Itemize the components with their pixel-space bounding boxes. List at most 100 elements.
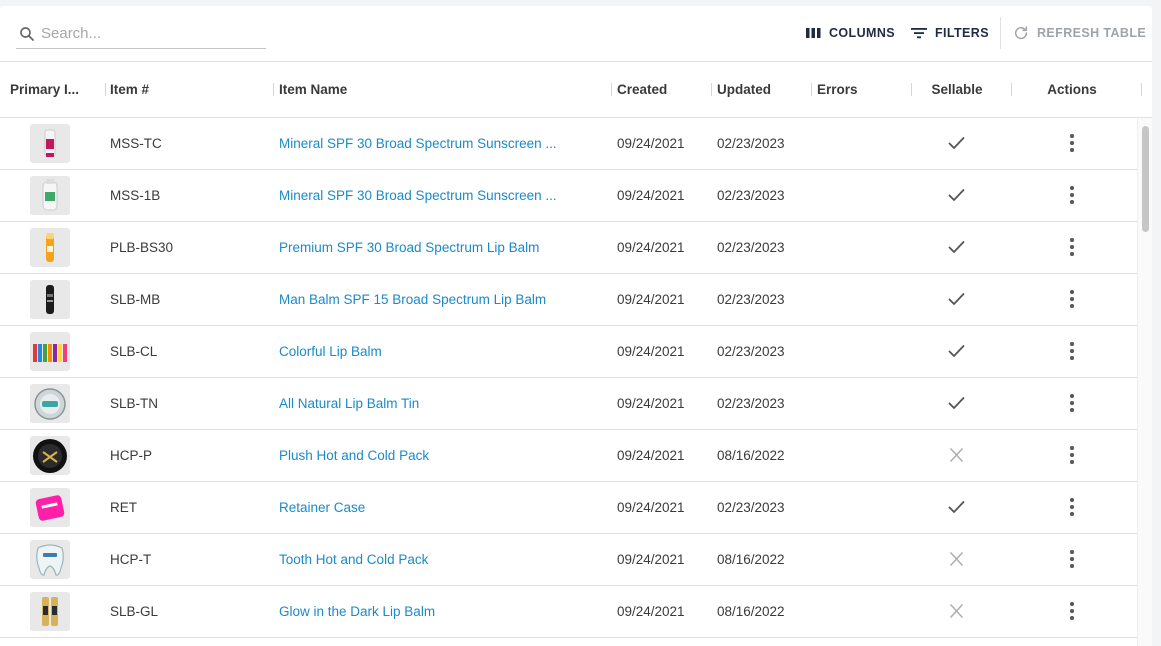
column-header-created[interactable]: Created xyxy=(617,82,668,97)
lipbalm-glow-icon xyxy=(42,597,58,626)
table-row[interactable]: PLB-BS30 Premium SPF 30 Broad Spectrum Li… xyxy=(0,222,1137,274)
product-thumbnail[interactable] xyxy=(30,332,70,371)
more-actions-button[interactable] xyxy=(1062,132,1082,154)
search-field[interactable] xyxy=(16,20,266,49)
more-vert-icon-dot xyxy=(1070,401,1074,405)
column-header-item-number[interactable]: Item # xyxy=(110,82,150,97)
column-header-sellable[interactable]: Sellable xyxy=(931,82,983,97)
product-thumbnail[interactable] xyxy=(30,592,70,631)
table-body: MSS-TC Mineral SPF 30 Broad Spectrum Suns… xyxy=(0,118,1137,638)
product-thumbnail[interactable] xyxy=(30,384,70,423)
table-row[interactable]: MSS-1B Mineral SPF 30 Broad Spectrum Suns… xyxy=(0,170,1137,222)
column-separator[interactable] xyxy=(911,83,912,96)
created-cell: 09/24/2021 xyxy=(617,136,685,151)
more-actions-button[interactable] xyxy=(1062,600,1082,622)
more-actions-button[interactable] xyxy=(1062,392,1082,414)
item-name-link[interactable]: Plush Hot and Cold Pack xyxy=(279,448,430,463)
column-separator[interactable] xyxy=(1141,83,1142,96)
table-row[interactable]: MSS-TC Mineral SPF 30 Broad Spectrum Suns… xyxy=(0,118,1137,170)
check-icon xyxy=(948,501,965,513)
more-actions-button[interactable] xyxy=(1062,288,1082,310)
toolbar-divider xyxy=(1000,17,1001,49)
product-thumbnail[interactable] xyxy=(30,280,70,319)
product-thumbnail[interactable] xyxy=(30,488,70,527)
close-icon xyxy=(950,552,963,566)
column-header-updated[interactable]: Updated xyxy=(717,82,771,97)
more-vert-icon-dot xyxy=(1070,460,1074,464)
item-name-link[interactable]: Man Balm SPF 15 Broad Spectrum Lip Balm xyxy=(279,292,547,307)
column-header-primary-image[interactable]: Primary I... xyxy=(10,82,80,97)
filters-button-label: FILTERS xyxy=(935,26,989,40)
tube-red-icon xyxy=(44,129,56,157)
table-row[interactable]: HCP-T Tooth Hot and Cold Pack 09/24/2021 08… xyxy=(0,534,1137,586)
product-thumbnail[interactable] xyxy=(30,436,70,475)
item-name-link[interactable]: Glow in the Dark Lip Balm xyxy=(279,604,436,619)
item-name-link[interactable]: Mineral SPF 30 Broad Spectrum Sunscreen … xyxy=(279,136,557,151)
item-number-cell: SLB-MB xyxy=(110,292,161,307)
more-actions-button[interactable] xyxy=(1062,340,1082,362)
product-thumbnail[interactable] xyxy=(30,124,70,163)
more-vert-icon-dot xyxy=(1070,453,1074,457)
table-row[interactable]: HCP-P Plush Hot and Cold Pack 09/24/2021 08… xyxy=(0,430,1137,482)
more-actions-button[interactable] xyxy=(1062,184,1082,206)
filters-button[interactable]: FILTERS xyxy=(911,22,989,44)
created-cell: 09/24/2021 xyxy=(617,604,685,619)
refresh-table-button[interactable]: REFRESH TABLE xyxy=(1013,22,1146,44)
item-number-cell: SLB-CL xyxy=(110,344,158,359)
created-cell: 09/24/2021 xyxy=(617,552,685,567)
table-row[interactable]: SLB-MB Man Balm SPF 15 Broad Spectrum Lip… xyxy=(0,274,1137,326)
table-row[interactable]: RET Retainer Case 09/24/2021 02/23/2023 xyxy=(0,482,1137,534)
tin-icon xyxy=(34,388,66,420)
product-thumbnail[interactable] xyxy=(30,228,70,267)
more-vert-icon-dot xyxy=(1070,349,1074,353)
more-vert-icon-dot xyxy=(1070,356,1074,360)
more-vert-icon-dot xyxy=(1070,141,1074,145)
item-name-link[interactable]: All Natural Lip Balm Tin xyxy=(279,396,420,411)
column-header-errors[interactable]: Errors xyxy=(817,82,858,97)
item-name-link[interactable]: Colorful Lip Balm xyxy=(279,344,382,359)
column-separator[interactable] xyxy=(611,83,612,96)
vertical-scrollbar[interactable] xyxy=(1137,118,1152,646)
product-thumbnail[interactable] xyxy=(30,540,70,579)
updated-cell: 02/23/2023 xyxy=(717,188,785,203)
more-actions-button[interactable] xyxy=(1062,496,1082,518)
more-actions-button[interactable] xyxy=(1062,548,1082,570)
more-vert-icon-dot xyxy=(1070,564,1074,568)
item-name-link[interactable]: Premium SPF 30 Broad Spectrum Lip Balm xyxy=(279,240,540,255)
item-name-link[interactable]: Tooth Hot and Cold Pack xyxy=(279,552,429,567)
item-name-link[interactable]: Retainer Case xyxy=(279,500,366,515)
table-row[interactable]: SLB-TN All Natural Lip Balm Tin 09/24/2021… xyxy=(0,378,1137,430)
more-vert-icon-dot xyxy=(1070,512,1074,516)
check-icon xyxy=(948,397,965,409)
item-number-cell: SLB-TN xyxy=(110,396,159,411)
close-icon xyxy=(950,604,963,618)
column-separator[interactable] xyxy=(1011,83,1012,96)
item-number-cell: MSS-1B xyxy=(110,188,161,203)
columns-button-label: COLUMNS xyxy=(829,26,895,40)
column-separator[interactable] xyxy=(811,83,812,96)
updated-cell: 02/23/2023 xyxy=(717,292,785,307)
created-cell: 09/24/2021 xyxy=(617,292,685,307)
item-name-link[interactable]: Mineral SPF 30 Broad Spectrum Sunscreen … xyxy=(279,188,557,203)
product-table-card: COLUMNS FILTERS REFRESH TABLE Primary I.… xyxy=(0,6,1152,646)
created-cell: 09/24/2021 xyxy=(617,500,685,515)
search-input[interactable] xyxy=(41,22,261,44)
more-vert-icon-dot xyxy=(1070,505,1074,509)
check-icon xyxy=(948,241,965,253)
bottle-green-icon xyxy=(42,179,58,211)
columns-button[interactable]: COLUMNS xyxy=(806,22,895,44)
table-row[interactable]: SLB-CL Colorful Lip Balm 09/24/2021 02/23/2… xyxy=(0,326,1137,378)
column-separator[interactable] xyxy=(273,83,274,96)
column-separator[interactable] xyxy=(711,83,712,96)
column-separator[interactable] xyxy=(105,83,106,96)
round-pack-icon xyxy=(33,439,67,473)
product-thumbnail[interactable] xyxy=(30,176,70,215)
item-number-cell: SLB-GL xyxy=(110,604,159,619)
more-vert-icon-dot xyxy=(1070,238,1074,242)
table-row[interactable]: SLB-GL Glow in the Dark Lip Balm 09/24/202… xyxy=(0,586,1137,638)
column-header-item-name[interactable]: Item Name xyxy=(279,82,348,97)
columns-icon xyxy=(806,28,821,38)
scrollbar-thumb[interactable] xyxy=(1142,126,1149,232)
more-actions-button[interactable] xyxy=(1062,444,1082,466)
more-actions-button[interactable] xyxy=(1062,236,1082,258)
